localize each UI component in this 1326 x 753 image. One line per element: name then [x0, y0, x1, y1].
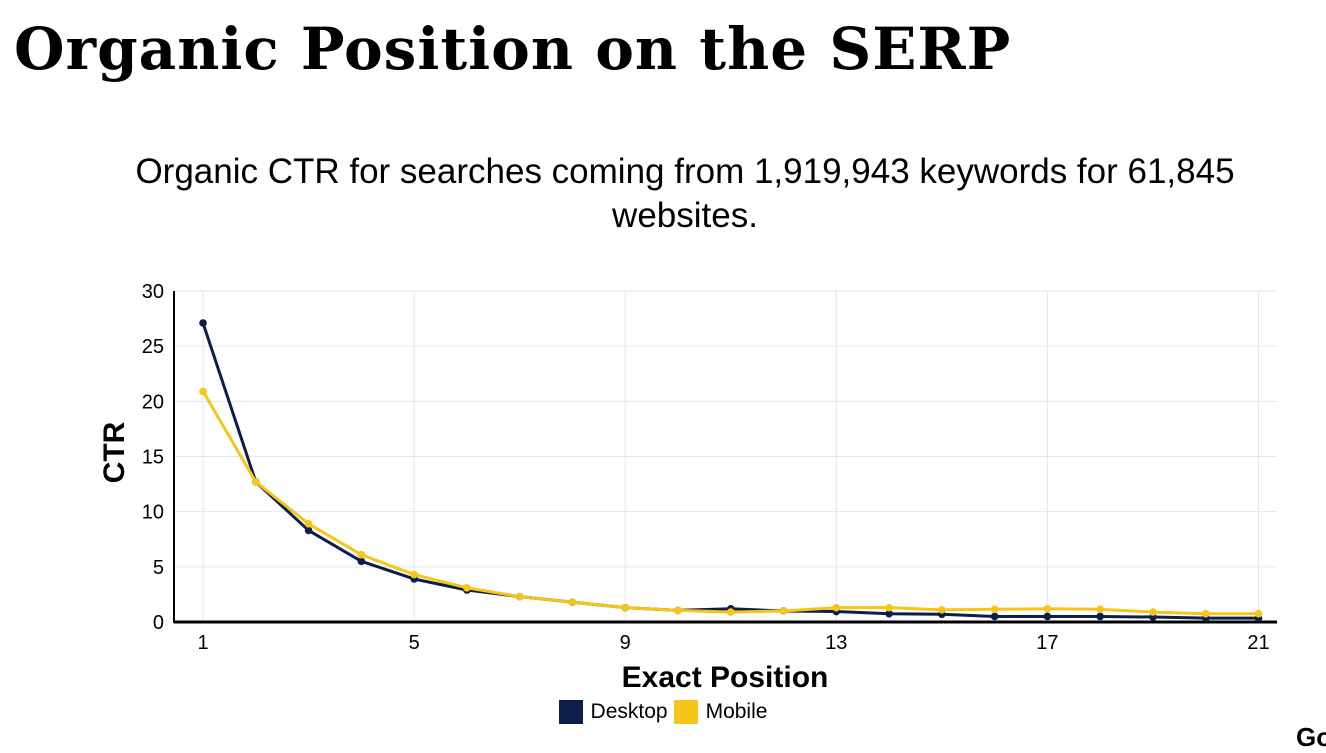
y-tick-label: 30 — [142, 281, 164, 303]
y-tick-label: 15 — [142, 447, 164, 469]
y-axis-title: CTR — [98, 421, 131, 483]
data-point-mobile[interactable] — [885, 603, 893, 612]
y-tick-label: 20 — [142, 391, 164, 413]
data-point-mobile[interactable] — [515, 592, 524, 601]
chart-axes — [173, 291, 1277, 624]
chart-legend: Desktop Mobile — [0, 700, 1326, 724]
x-tick-label: 1 — [197, 632, 208, 654]
legend-label-desktop: Desktop — [590, 700, 668, 723]
data-point-mobile[interactable] — [199, 387, 207, 396]
data-point-mobile[interactable] — [726, 608, 735, 616]
chart-grid — [174, 290, 1277, 622]
series-line-mobile — [201, 390, 1259, 616]
legend-label-mobile: Mobile — [705, 700, 768, 723]
data-point-mobile[interactable] — [779, 607, 788, 615]
chart-subtitle: Organic CTR for searches coming from 1,9… — [135, 152, 1235, 235]
data-point-desktop[interactable] — [885, 609, 893, 618]
data-point-mobile[interactable] — [1043, 604, 1052, 613]
data-point-mobile[interactable] — [568, 598, 577, 606]
data-point-mobile[interactable] — [410, 570, 418, 579]
data-point-mobile[interactable] — [304, 520, 313, 528]
x-tick-label: 13 — [825, 632, 847, 654]
y-tick-label: 5 — [153, 557, 164, 579]
data-point-desktop[interactable] — [1096, 612, 1105, 621]
y-tick-label: 25 — [142, 336, 164, 358]
data-point-mobile[interactable] — [252, 478, 260, 486]
x-tick-label: 9 — [620, 632, 631, 654]
data-point-mobile[interactable] — [1096, 605, 1105, 614]
x-tick-label: 5 — [409, 632, 420, 654]
legend-swatch-desktop — [558, 700, 583, 724]
data-point-desktop[interactable] — [357, 557, 366, 566]
legend-swatch-mobile — [673, 700, 698, 724]
data-point-desktop[interactable] — [990, 612, 999, 621]
data-point-mobile[interactable] — [1254, 609, 1263, 618]
chart-series — [199, 319, 1263, 622]
y-tick-label: 0 — [153, 612, 164, 634]
legend-item-mobile[interactable]: Mobile — [673, 700, 768, 724]
y-tick-label: 10 — [142, 502, 164, 524]
series-line-desktop — [201, 322, 1259, 620]
data-point-mobile[interactable] — [674, 606, 682, 615]
data-point-desktop[interactable] — [199, 319, 207, 327]
legend-item-desktop[interactable]: Desktop — [558, 700, 668, 724]
data-point-mobile[interactable] — [1149, 608, 1157, 616]
data-point-desktop[interactable] — [1043, 612, 1052, 621]
data-point-mobile[interactable] — [621, 603, 630, 612]
data-point-mobile[interactable] — [1201, 609, 1210, 618]
page-title: Organic Position on the SERP — [14, 15, 1012, 83]
data-point-mobile[interactable] — [832, 603, 841, 612]
data-point-mobile[interactable] — [938, 606, 946, 614]
brand-logo-text: Go — [1296, 722, 1326, 752]
x-tick-label: 21 — [1247, 632, 1269, 654]
x-tick-label: 17 — [1036, 632, 1058, 654]
data-point-mobile[interactable] — [990, 605, 999, 614]
data-point-desktop[interactable] — [304, 526, 313, 535]
data-point-mobile[interactable] — [463, 583, 471, 592]
data-point-mobile[interactable] — [357, 550, 366, 559]
x-axis-title: Exact Position — [622, 661, 829, 694]
